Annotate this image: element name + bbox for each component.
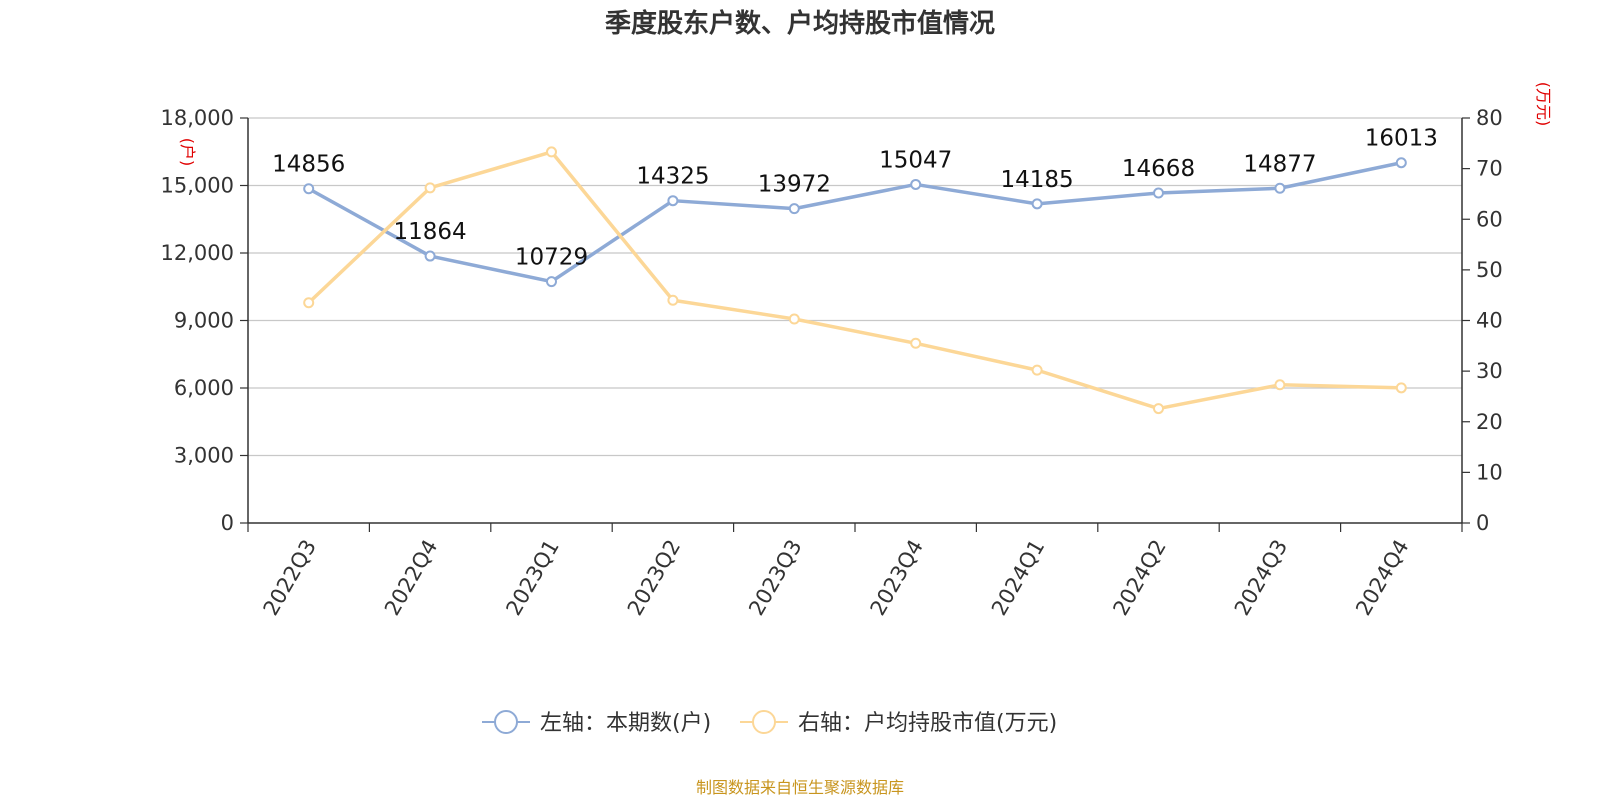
series-point-1 <box>1274 379 1286 391</box>
series-point-0 <box>1153 187 1164 199</box>
series-point-0 <box>910 178 922 190</box>
left-axis-tick-label: 15,000 <box>161 174 234 198</box>
right-axis-tick-label: 30 <box>1476 359 1503 383</box>
right-axis-tick-label: 0 <box>1476 511 1489 535</box>
data-label: 14877 <box>1243 151 1316 177</box>
data-label: 14185 <box>1001 167 1074 193</box>
right-axis-tick-label: 70 <box>1476 157 1503 181</box>
data-label: 10729 <box>515 245 588 271</box>
legend-marker-1 <box>752 710 776 734</box>
series-layer <box>303 146 1407 415</box>
x-axis-tick-label: 2022Q4 <box>380 536 442 620</box>
series-point-1 <box>303 297 315 309</box>
left-axis-tick-label: 9,000 <box>174 309 234 333</box>
series-point-0 <box>546 276 557 288</box>
data-label: 14325 <box>636 164 709 190</box>
right-axis-tick-label: 50 <box>1476 258 1503 282</box>
series-point-0 <box>424 250 436 262</box>
legend-label-0: 左轴：本期数(户) <box>540 711 711 736</box>
right-axis-tick-label: 80 <box>1476 106 1503 130</box>
grid-lines <box>248 117 1462 457</box>
x-axis-tick-label: 2024Q1 <box>987 536 1049 620</box>
data-label: 14856 <box>272 152 345 178</box>
series-point-1 <box>667 294 679 306</box>
x-axis-tick-label: 2022Q3 <box>259 536 321 620</box>
series-point-1 <box>788 313 800 325</box>
right-axis-tick-label: 40 <box>1476 309 1503 333</box>
right-axis-tick-label: 20 <box>1476 410 1503 434</box>
series-point-1 <box>424 182 436 194</box>
series-point-0 <box>1274 182 1286 194</box>
series-point-0 <box>303 183 315 195</box>
right-axis-tick-label: 10 <box>1476 460 1503 484</box>
series-point-0 <box>788 203 800 215</box>
legend-label-1: 右轴：户均持股市值(万元) <box>798 711 1057 736</box>
series-point-1 <box>1395 382 1407 394</box>
x-axis-tick-label: 2023Q3 <box>744 536 806 620</box>
axes: 0 3,000 6,000 9,000 12,000 15,000 18,000 0 10 20 3… <box>161 82 1553 620</box>
data-labels: 14856 11864 10729 14325 13972 15047 14185 14668… <box>272 126 1438 271</box>
series-point-0 <box>1031 198 1043 210</box>
right-axis-unit: (万元) <box>1534 82 1553 127</box>
x-axis-tick-label: 2024Q2 <box>1108 536 1170 620</box>
series-point-0 <box>667 195 679 207</box>
x-axis-tick-label: 2024Q3 <box>1230 536 1292 620</box>
series-point-1 <box>1031 364 1043 376</box>
x-axis-tick-label: 2023Q1 <box>501 536 563 620</box>
x-axis-tick-label: 2023Q4 <box>866 536 928 620</box>
series-line-0 <box>307 160 1402 284</box>
data-label: 16013 <box>1365 126 1438 152</box>
chart-title: 季度股东户数、户均持股市值情况 <box>605 8 995 39</box>
left-axis-tick-label: 6,000 <box>174 376 234 400</box>
series-line-1 <box>307 150 1402 411</box>
left-axis-tick-label: 0 <box>221 511 234 535</box>
legend-marker-0 <box>494 710 518 734</box>
series-point-0 <box>1395 157 1407 169</box>
data-label: 13972 <box>758 172 831 198</box>
legend: 左轴：本期数(户) 右轴：户均持股市值(万元) <box>482 710 1057 736</box>
data-label: 15047 <box>879 147 952 173</box>
x-axis-tick-label: 2024Q4 <box>1351 536 1413 620</box>
left-axis-tick-label: 12,000 <box>161 241 234 265</box>
series-point-1 <box>546 146 557 158</box>
source-note: 制图数据来自恒生聚源数据库 <box>696 778 904 797</box>
data-label: 14668 <box>1122 156 1195 182</box>
series-point-1 <box>1153 403 1164 415</box>
left-axis-tick-label: 18,000 <box>161 106 234 130</box>
left-axis-tick-label: 3,000 <box>174 444 234 468</box>
left-axis-unit: (户) <box>178 138 197 167</box>
right-axis-tick-label: 60 <box>1476 207 1503 231</box>
x-axis-tick-label: 2023Q2 <box>623 536 685 620</box>
data-label: 11864 <box>394 219 467 245</box>
series-point-1 <box>910 337 922 349</box>
